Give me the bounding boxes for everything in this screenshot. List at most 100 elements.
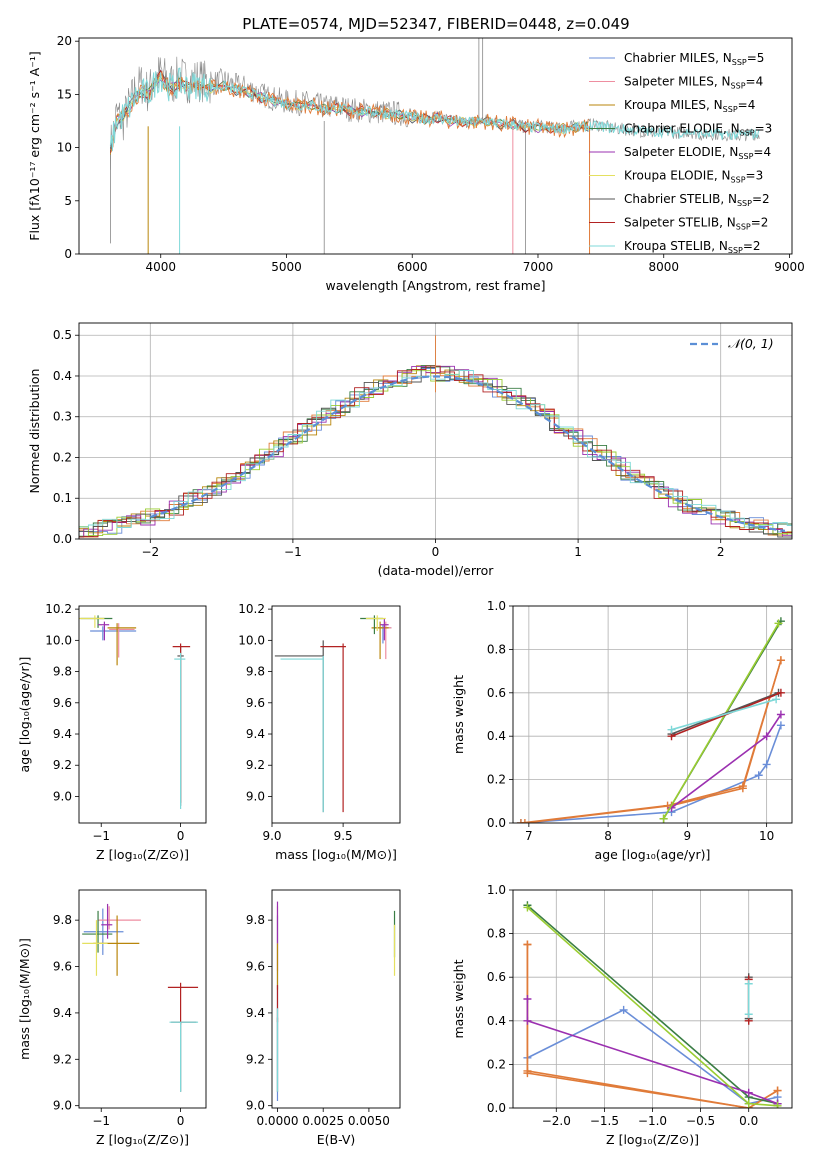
y-tick-label: 9.6	[53, 960, 72, 974]
model-line	[110, 79, 589, 147]
legend-label-sub: SSP	[738, 152, 753, 161]
series-marker	[776, 656, 785, 665]
x-tick-label: 7	[525, 829, 533, 843]
x-tick-label: −1	[92, 829, 110, 843]
x-tick-label: 2	[717, 545, 725, 559]
x-tick-label: 0.0	[739, 1114, 758, 1128]
y-tick-label: 10.2	[45, 602, 72, 616]
y-tick-label: 0.2	[53, 450, 72, 464]
series-marker	[762, 732, 771, 741]
y-tick-label: 9.0	[246, 789, 265, 803]
y-tick-label: 0.3	[53, 410, 72, 424]
mass-weight-vs-age-panel: 7 8 9 10 0.0 0.2 0.4 0.6 0.8 1.0 age [log₁₀(age/yr…	[451, 599, 793, 862]
legend-label-suffix: =3	[746, 169, 764, 183]
plot-area	[274, 615, 392, 813]
legend-label-suffix: =4	[738, 98, 756, 112]
series-marker	[762, 760, 771, 769]
series-marker	[520, 819, 529, 823]
histogram-step	[79, 365, 792, 536]
y-tick-label: 10.2	[238, 602, 265, 616]
error-bar-point	[380, 618, 389, 641]
error-bar-point	[280, 655, 324, 813]
x-tick-label: 9.0	[262, 829, 281, 843]
x-axis-label: (data-model)/error	[378, 563, 495, 578]
x-tick-label: 1	[574, 545, 582, 559]
spectrum-panel: 4000 5000 6000 7000 8000 9000 0 5 10 15 20 waveleng…	[27, 34, 805, 293]
y-tick-label: 0.1	[53, 491, 72, 505]
x-tick-label: 9000	[774, 260, 805, 274]
error-bar-point	[109, 623, 135, 658]
plot-frame	[512, 889, 793, 1109]
series-marker	[523, 940, 532, 949]
series-marker	[776, 721, 785, 730]
y-axis-label: age [log₁₀(age/yr)]	[17, 657, 32, 773]
plot-frame	[512, 605, 793, 824]
x-tick-label: −2	[141, 545, 159, 559]
legend-label-suffix: =2	[743, 239, 761, 253]
series-marker	[523, 1066, 532, 1075]
legend-label-sub: SSP	[728, 246, 743, 255]
legend-label-text: Kroupa MILES, N	[624, 98, 723, 112]
y-tick-label: 0.2	[487, 1057, 506, 1071]
legend-label: Salpeter MILES, NSSP=4	[624, 75, 763, 91]
error-bar-point	[365, 615, 386, 631]
model-line	[110, 69, 589, 153]
model-line-stelib	[109, 67, 760, 152]
error-bar-point	[320, 643, 346, 813]
y-tick-label: 9.8	[53, 913, 72, 927]
x-tick-label: 0.0025	[302, 1114, 344, 1128]
x-tick-label: 10	[759, 829, 774, 843]
plot-area	[79, 335, 792, 538]
error-bar-point	[98, 906, 141, 930]
series-marker	[772, 695, 781, 704]
legend-label-suffix: =4	[753, 145, 771, 159]
legend-label-sub: SSP	[732, 58, 747, 67]
y-tick-label: 9.4	[53, 1006, 72, 1020]
y-tick-label: 9.4	[53, 727, 72, 741]
legend-label-text: Salpeter STELIB, N	[624, 216, 736, 230]
series-marker	[738, 782, 747, 791]
y-tick-label: 9.2	[53, 1052, 72, 1066]
histogram-step	[79, 365, 792, 538]
legend-label-sub: SSP	[740, 129, 755, 138]
y-tick-label: 9.4	[246, 1006, 265, 1020]
y-tick-label: 9.6	[53, 696, 72, 710]
plot-frame	[78, 37, 793, 255]
residual-histogram-panel: −2 −1 0 1 2 0.0 0.1 0.2 0.3 0.4 0.5 (data-model)/er…	[27, 322, 793, 578]
age-vs-mass-panel: 9.0 9.5 9.0 9.2 9.4 9.6 9.8 10.0 10.2 mass [log₁₀…	[238, 602, 401, 862]
y-tick-label: 0.0	[487, 1101, 506, 1115]
y-tick-label: 9.2	[53, 758, 72, 772]
error-bar-point	[274, 640, 324, 813]
legend-label-suffix: =2	[751, 216, 769, 230]
legend-label-suffix: =3	[755, 122, 773, 136]
y-tick-label: 10.0	[45, 633, 72, 647]
mass-weight-vs-metallicity-panel: −2.0 −1.5 −1.0 −0.5 0.0 0.0 0.2 0.4 0.6 0.8 1.0 Z […	[451, 883, 793, 1147]
y-tick-label: 10.0	[238, 633, 265, 647]
y-tick-label: 0.0	[487, 816, 506, 830]
series-marker	[744, 979, 753, 988]
x-tick-label: 9.5	[334, 829, 353, 843]
x-tick-label: 8000	[648, 260, 679, 274]
legend-label: Chabrier STELIB, NSSP=2	[624, 192, 770, 208]
legend-label: Kroupa STELIB, NSSP=2	[624, 239, 761, 255]
y-tick-label: 15	[57, 87, 72, 101]
y-tick-label: 9.4	[246, 727, 265, 741]
x-axis-label: age [log₁₀(age/yr)]	[595, 847, 711, 862]
plot-frame	[78, 889, 207, 1109]
y-tick-label: 0.8	[487, 927, 506, 941]
x-tick-label: 4000	[145, 260, 176, 274]
y-tick-label: 0.8	[487, 642, 506, 656]
legend-label-text: Chabrier ELODIE, N	[624, 122, 740, 136]
y-axis-label: mass [log₁₀(M/M⊙)]	[17, 938, 32, 1060]
series-marker	[523, 1016, 532, 1025]
error-bar-point	[107, 623, 137, 666]
figure-title: PLATE=0574, MJD=52347, FIBERID=0448, z=0…	[242, 15, 629, 33]
mass-vs-metallicity-panel: −1 0 9.0 9.2 9.4 9.6 9.8 Z [log₁₀(Z/Z⊙)] mass [l…	[17, 889, 207, 1147]
x-tick-label: 0	[177, 1114, 185, 1128]
x-tick-label: 0.0050	[348, 1114, 390, 1128]
y-axis-label: Flux [fλ10⁻¹⁷ erg cm⁻² s⁻¹ A⁻¹]	[27, 51, 42, 240]
plot-frame	[271, 605, 401, 824]
y-tick-label: 9.6	[246, 960, 265, 974]
y-tick-label: 9.8	[246, 913, 265, 927]
age-vs-metallicity-panel: −1 0 9.0 9.2 9.4 9.6 9.8 10.0 10.2 Z [log₁₀(Z/Z⊙)…	[17, 602, 207, 862]
